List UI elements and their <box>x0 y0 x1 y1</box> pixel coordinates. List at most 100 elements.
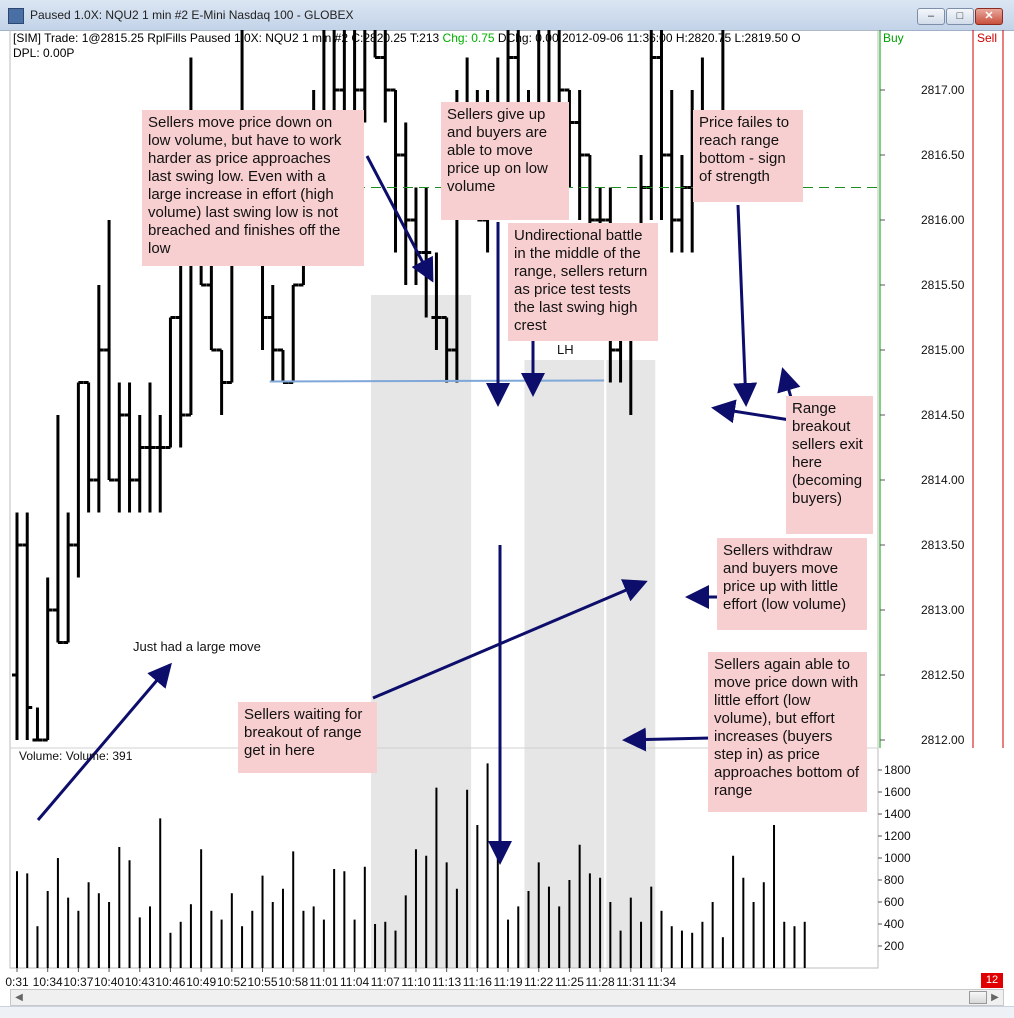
buy-label[interactable]: Buy <box>883 31 904 45</box>
annotation-arrow <box>622 727 712 752</box>
time-tick-label: 10:52 <box>217 975 247 989</box>
annotation-arrow <box>36 662 172 821</box>
ohlc-bar <box>104 220 115 482</box>
volume-tick-label: 1400 <box>884 807 911 821</box>
shaded-zone <box>606 360 656 968</box>
callout-undirectional-battle: Undirectional battle in the middle of th… <box>508 223 658 341</box>
time-tick-label: 10:40 <box>94 975 124 989</box>
ohlc-bar <box>288 283 299 384</box>
volume-tick-label: 1000 <box>884 851 911 865</box>
time-tick-label: 11:10 <box>401 975 430 989</box>
status-strip <box>0 1006 1014 1018</box>
annotation-arrow <box>711 399 791 424</box>
volume-tick-label: 200 <box>884 939 904 953</box>
ohlc-bar <box>216 348 227 415</box>
lower-high-label: LH <box>557 342 574 357</box>
price-tick-label: 2813.50 <box>921 538 965 552</box>
price-tick-label: 2812.50 <box>921 668 965 682</box>
time-tick-label: 0:31 <box>5 975 29 989</box>
dpl-line: DPL: 0.00P <box>13 46 75 60</box>
annotation-arrow <box>365 155 434 283</box>
time-tick-label: 11:04 <box>340 975 369 989</box>
maximize-icon: □ <box>956 10 964 22</box>
close-button[interactable]: ✕ <box>975 8 1003 25</box>
scroll-left-icon[interactable]: ◀ <box>15 992 23 1003</box>
callout-sellers-low-volume: Sellers move price down on low volume, b… <box>142 110 364 266</box>
large-move-label: Just had a large move <box>133 639 261 654</box>
ohlc-bar <box>32 707 43 742</box>
ohlc-bar <box>676 155 687 253</box>
price-tick-label: 2817.00 <box>921 83 965 97</box>
ohlc-bar <box>144 382 155 513</box>
time-tick-label: 10:34 <box>33 975 63 989</box>
ohlc-bar <box>400 122 411 285</box>
maximize-button[interactable]: □ <box>946 8 974 25</box>
ohlc-bar <box>564 88 575 188</box>
title-bar: Paused 1.0X: NQU2 1 min #2 E-Mini Nasdaq… <box>0 0 1014 31</box>
time-tick-label: 11:07 <box>371 975 400 989</box>
sell-label[interactable]: Sell <box>977 31 998 45</box>
time-tick-label: 10:46 <box>155 975 185 989</box>
ohlc-bar <box>134 415 145 513</box>
ohlc-bar <box>421 187 432 318</box>
shaded-zone <box>524 360 605 968</box>
volume-tick-label: 1600 <box>884 785 911 799</box>
ohlc-bar <box>574 90 585 220</box>
app-icon <box>8 8 24 24</box>
ohlc-bar <box>431 252 442 350</box>
ohlc-bar <box>12 512 22 740</box>
time-tick-label: 11:34 <box>647 975 676 989</box>
price-tick-label: 2812.00 <box>921 733 965 747</box>
close-icon: ✕ <box>984 10 994 22</box>
price-tick-label: 2817.50 <box>921 30 965 32</box>
callout-sellers-waiting: Sellers waiting for breakout of range ge… <box>238 702 377 773</box>
ohlc-bar <box>410 187 421 285</box>
price-tick-label: 2813.00 <box>921 603 965 617</box>
range-bottom-line <box>269 379 605 383</box>
volume-tick-label: 800 <box>884 873 904 887</box>
shaded-zone <box>371 295 472 968</box>
price-tick-label: 2815.50 <box>921 278 965 292</box>
chart-info-rest: DChg: 0.00 2012-09-06 11:36:00 H:2820.75… <box>494 31 801 45</box>
volume-tick-label: 400 <box>884 917 904 931</box>
ohlc-bar <box>114 382 125 513</box>
callout-range-breakout: Range breakout sellers exit here (becomi… <box>786 396 873 534</box>
price-tick-label: 2815.00 <box>921 343 965 357</box>
time-tick-label: 10:55 <box>248 975 278 989</box>
ohlc-bar <box>257 251 268 350</box>
ohlc-bar <box>373 30 381 59</box>
time-tick-label: 11:28 <box>586 975 615 989</box>
price-tick-label: 2814.50 <box>921 408 965 422</box>
ohlc-bar <box>656 30 667 220</box>
volume-tick-label: 1800 <box>884 763 911 777</box>
change-value: Chg: 0.75 <box>442 31 495 45</box>
callout-sellers-again: Sellers again able to move price down wi… <box>708 652 867 812</box>
volume-tick-label: 600 <box>884 895 904 909</box>
volume-title: Volume: Volume: 391 <box>19 749 133 763</box>
annotation-arrow <box>733 204 758 407</box>
minimize-button[interactable]: ‒ <box>917 8 945 25</box>
scroll-thumb[interactable] <box>969 991 987 1004</box>
ohlc-bar <box>666 90 677 253</box>
horizontal-scrollbar[interactable]: ◀ ▶ <box>10 989 1004 1006</box>
time-tick-label: 10:43 <box>125 975 155 989</box>
price-tick-label: 2816.00 <box>921 213 965 227</box>
ohlc-bar <box>124 382 135 513</box>
callout-fails-range-bottom: Price failes to reach range bottom - sig… <box>693 110 803 202</box>
time-tick-label: 11:13 <box>432 975 461 989</box>
ohlc-bar <box>93 285 104 513</box>
callout-sellers-withdraw: Sellers withdraw and buyers move price u… <box>717 538 867 630</box>
ohlc-bar <box>267 285 278 383</box>
ohlc-bar <box>380 30 391 123</box>
time-tick-label: 10:58 <box>278 975 308 989</box>
minimize-icon: ‒ <box>927 10 935 22</box>
scroll-right-icon[interactable]: ▶ <box>991 992 999 1003</box>
ohlc-bar <box>646 30 657 220</box>
time-tick-label: 11:31 <box>616 975 645 989</box>
time-tick-label: 11:16 <box>463 975 492 989</box>
price-tick-label: 2816.50 <box>921 148 965 162</box>
time-tick-label: 10:49 <box>186 975 216 989</box>
ohlc-bar <box>359 30 367 123</box>
ohlc-bar <box>390 88 401 253</box>
annotation-arrow <box>372 579 648 700</box>
